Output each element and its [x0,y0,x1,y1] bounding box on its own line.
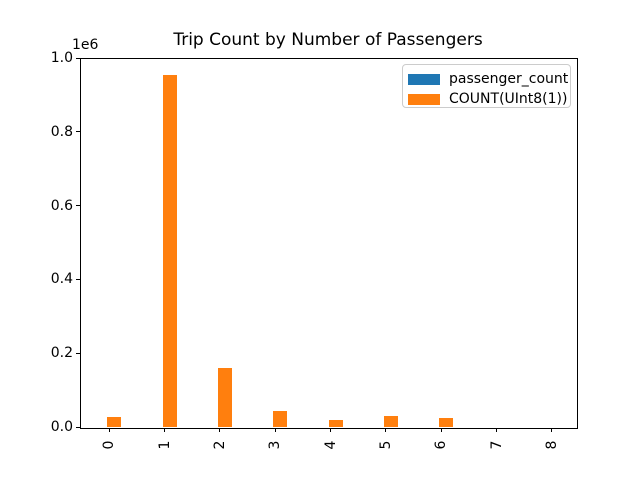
x-tick-label: 3 [267,440,284,450]
x-tick-mark [330,428,332,432]
x-tick-label: 8 [543,440,560,450]
bar-COUNT(UInt8(1))-cat-4 [328,420,343,427]
bar-COUNT(UInt8(1))-cat-2 [217,367,232,427]
y-tick-label: 1.0 [50,50,73,66]
x-tick-mark [219,428,221,432]
bar-COUNT(UInt8(1))-cat-6 [439,417,454,427]
bar-COUNT(UInt8(1))-cat-3 [273,410,288,427]
chart-title: Trip Count by Number of Passengers [173,30,483,50]
legend-label: COUNT(UInt8(1)) [449,91,568,107]
x-tick-label: 1 [156,440,173,450]
x-tick-label: 7 [488,440,505,450]
y-axis-scale-offset-label: 1e6 [72,37,99,53]
y-tick-mark [76,205,80,207]
y-tick-mark [76,131,80,133]
x-tick-mark [496,428,498,432]
legend-swatch-orange [408,93,440,105]
legend-item: passenger_count [408,70,569,88]
x-tick-mark [164,428,166,432]
x-tick-label: 5 [377,440,394,450]
x-tick-mark [385,428,387,432]
x-tick-mark [108,428,110,432]
legend-label: passenger_count [449,71,569,87]
plot-area [80,58,578,429]
y-tick-label: 0.2 [50,345,73,362]
y-tick-label: 0.6 [50,197,73,214]
y-tick-mark [76,57,80,59]
y-tick-mark [76,352,80,354]
x-tick-mark [551,428,553,432]
legend-item: COUNT(UInt8(1)) [408,90,568,108]
bar-COUNT(UInt8(1))-cat-1 [162,74,177,427]
bar-COUNT(UInt8(1))-cat-0 [107,417,122,427]
y-tick-label: 0.0 [50,419,73,435]
x-tick-label: 0 [101,440,118,450]
y-tick-label: 0.4 [50,271,73,288]
legend-swatch-blue [408,73,440,85]
y-tick-label: 0.8 [50,123,73,140]
y-tick-mark [76,278,80,280]
x-tick-label: 6 [433,440,450,450]
x-tick-label: 2 [211,440,228,450]
x-tick-mark [274,428,276,432]
x-tick-mark [440,428,442,432]
y-tick-mark [76,426,80,428]
legend-box: passenger_count COUNT(UInt8(1)) [402,64,571,108]
bar-COUNT(UInt8(1))-cat-5 [383,415,398,427]
x-tick-label: 4 [322,440,339,450]
